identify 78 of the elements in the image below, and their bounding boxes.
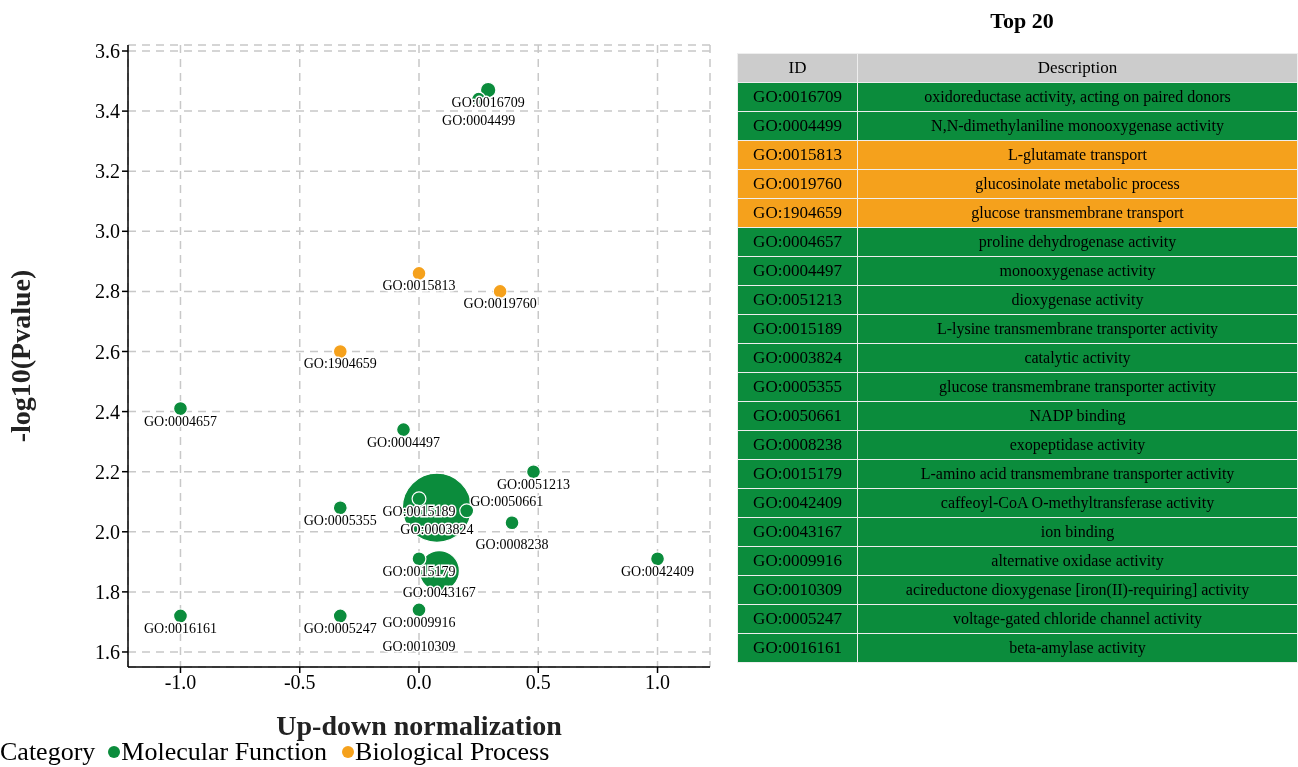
y-tick-label: 2.2 [95, 460, 120, 483]
annotation: GO:0042409 [620, 563, 695, 579]
text: voltage-gated chloride channel activity [952, 610, 1203, 627]
category-label: ID [737, 53, 858, 83]
annotation: GO:0051213 [496, 476, 571, 492]
text: alternative oxidase activity [991, 552, 1164, 569]
x-tick-label: 0.0 [406, 671, 432, 694]
text: ion binding [1040, 523, 1115, 540]
y-tick-label: 1.6 [95, 641, 120, 664]
text: caffeoyl-CoA O-methyltransferase activity [940, 494, 1215, 511]
text: glucose transmembrane transport [971, 204, 1184, 221]
text: GO:0005247 [753, 609, 842, 628]
y-tick-label: 2.8 [95, 280, 120, 303]
annotation: GO:0004499 [442, 113, 516, 129]
y-axis-title: -log10(Pvalue) [4, 269, 36, 443]
legend-title: Category [0, 737, 96, 767]
text: GO:0003824 [753, 348, 842, 367]
annotation: GO:0004497 [366, 434, 441, 450]
text: beta-amylase activity [1009, 639, 1146, 656]
y-tick-label: 3.4 [95, 100, 120, 123]
annotation: GO:0015813 [382, 278, 456, 294]
annotation: GO:0016161 [143, 620, 218, 636]
text: glucose transmembrane transporter activity [939, 378, 1216, 395]
x-tick-label: 1.0 [645, 671, 671, 694]
y-tick-label: 3.0 [95, 220, 120, 243]
annotation: GO:0009916 [382, 614, 456, 630]
text: GO:1904659 [753, 203, 842, 222]
text: acireductone dioxygenase [iron(II)-requiring] activity [905, 581, 1250, 598]
y-tick-label: 3.2 [95, 160, 120, 183]
text: proline dehydrogenase activity [978, 233, 1177, 250]
text: GO:0043167 [753, 522, 842, 541]
annotation: GO:0005247 [303, 620, 377, 636]
text: GO:0051213 [753, 290, 842, 309]
annotation: GO:0005355 [303, 512, 377, 528]
x-tick-label: 0.5 [525, 671, 551, 694]
text: GO:0019760 [753, 174, 842, 193]
text: GO:0010309 [753, 580, 842, 599]
annotation: GO:0008238 [475, 536, 549, 552]
category-label: Description [857, 53, 1298, 83]
annotation: GO:0016709 [451, 95, 525, 111]
y-tick-label: 2.6 [95, 340, 120, 363]
y-tick-label: 2.4 [95, 400, 120, 423]
text: GO:0004657 [753, 232, 842, 251]
text: monooxygenase activity [999, 262, 1156, 279]
text: catalytic activity [1024, 349, 1131, 366]
annotation: GO:0004657 [143, 413, 218, 429]
annotation: GO:1904659 [303, 356, 377, 372]
text: exopeptidase activity [1009, 436, 1146, 453]
annotation: GO:0019760 [463, 296, 537, 312]
text: GO:0015179 [753, 464, 842, 483]
text: GO:0004499 [753, 116, 842, 135]
x-tick-label: -1.0 [164, 671, 197, 694]
text: NADP binding [1029, 407, 1126, 424]
x-tick-label: -0.5 [283, 671, 316, 694]
text: glucosinolate metabolic process [975, 175, 1180, 192]
annotation: GO:0043167 [402, 584, 476, 600]
text: GO:0016161 [753, 638, 842, 657]
text: GO:0008238 [753, 435, 842, 454]
y-tick-label: 1.8 [95, 580, 120, 603]
y-tick-label: 2.0 [95, 520, 120, 543]
text: dioxygenase activity [1011, 291, 1144, 308]
annotation: GO:0010309 [382, 638, 456, 654]
text: GO:0009916 [753, 551, 842, 570]
text: Top 20 [989, 8, 1055, 35]
y-tick-label: 3.6 [95, 40, 120, 63]
text: oxidoreductase activity, acting on paired donors [924, 88, 1231, 105]
text: GO:0042409 [753, 493, 842, 512]
text: GO:0050661 [753, 406, 842, 425]
text: GO:0005355 [753, 377, 842, 396]
text: L-lysine transmembrane transporter activity [936, 320, 1219, 337]
text: L-amino acid transmembrane transporter activity [920, 465, 1235, 482]
text: GO:0004497 [753, 261, 842, 280]
text: N,N-dimethylaniline monooxygenase activity [931, 117, 1224, 134]
text: GO:0015189 [753, 319, 842, 338]
text: GO:0016709 [753, 87, 842, 106]
text: GO:0015813 [753, 145, 842, 164]
text: L-glutamate transport [1007, 146, 1148, 163]
annotation: GO:0050661 [470, 493, 544, 509]
